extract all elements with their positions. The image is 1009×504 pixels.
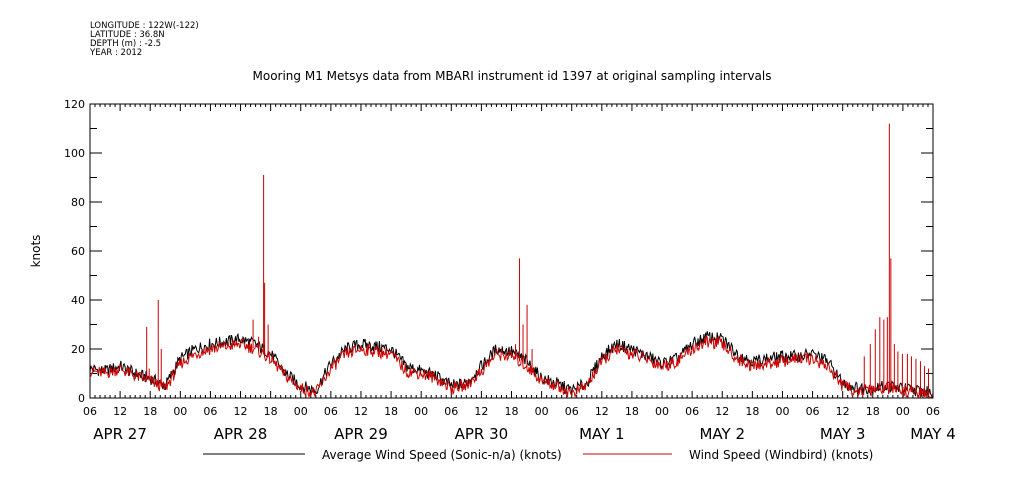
x-day-label: APR 28 <box>214 425 268 443</box>
x-tick-label: 06 <box>444 405 458 418</box>
y-tick-label: 0 <box>78 392 85 405</box>
x-tick-label: 00 <box>655 405 669 418</box>
x-day-label: APR 29 <box>334 425 388 443</box>
x-tick-label: 18 <box>143 405 157 418</box>
x-day-label: MAY 1 <box>579 425 625 443</box>
x-tick-label: 18 <box>505 405 519 418</box>
x-day-label: MAY 3 <box>820 425 866 443</box>
legend: Average Wind Speed (Sonic-n/a) (knots) Wi… <box>203 448 873 462</box>
latitude-label: LATITUDE : 36.8N <box>90 30 165 40</box>
axes-group: 0 20 40 60 80 100 120 06 12 18 00 06 12 18 00 06 12 18 00 0… <box>64 98 956 443</box>
year-label: YEAR : 2012 <box>90 48 143 58</box>
x-tick-label: 06 <box>685 405 699 418</box>
x-day-label: MAY 2 <box>699 425 745 443</box>
x-tick-label: 12 <box>234 405 248 418</box>
legend-label: Wind Speed (Windbird) (knots) <box>689 448 873 462</box>
series-line-average-wind-speed <box>89 331 934 400</box>
x-day-label: MAY 4 <box>910 425 956 443</box>
y-tick-label: 120 <box>64 98 85 111</box>
longitude-label: LONGITUDE : 122W(-122) <box>90 21 199 31</box>
x-tick-label: 18 <box>384 405 398 418</box>
y-tick-label: 60 <box>71 245 85 258</box>
x-tick-label: 00 <box>896 405 910 418</box>
x-tick-label: 00 <box>173 405 187 418</box>
x-tick-label: 00 <box>294 405 308 418</box>
x-tick-label: 18 <box>866 405 880 418</box>
x-tick-label: 12 <box>836 405 850 418</box>
x-tick-label: 06 <box>565 405 579 418</box>
x-tick-label: 06 <box>806 405 820 418</box>
x-tick-label: 18 <box>264 405 278 418</box>
y-tick-label: 20 <box>71 343 85 356</box>
y-tick-label: 80 <box>71 196 85 209</box>
chart-title: Mooring M1 Metsys data from MBARI instru… <box>253 69 772 83</box>
x-tick-label: 06 <box>83 405 97 418</box>
depth-label: DEPTH (m) : -2.5 <box>90 39 162 49</box>
y-tick-label: 40 <box>71 294 85 307</box>
x-tick-label: 12 <box>474 405 488 418</box>
y-tick-label: 100 <box>64 147 85 160</box>
x-tick-label: 12 <box>595 405 609 418</box>
x-tick-label: 12 <box>354 405 368 418</box>
x-tick-label: 12 <box>113 405 127 418</box>
x-day-label: APR 30 <box>455 425 509 443</box>
x-tick-label: 06 <box>324 405 338 418</box>
x-tick-label: 12 <box>715 405 729 418</box>
legend-label: Average Wind Speed (Sonic-n/a) (knots) <box>322 448 562 462</box>
plot-area <box>89 123 934 400</box>
series-line-windbird-wind-speed <box>89 334 934 398</box>
x-tick-label: 00 <box>535 405 549 418</box>
x-tick-label: 00 <box>414 405 428 418</box>
y-axis-label: knots <box>29 235 43 268</box>
x-tick-label: 06 <box>203 405 217 418</box>
x-tick-label: 00 <box>775 405 789 418</box>
x-day-label: APR 27 <box>93 425 147 443</box>
x-tick-label: 06 <box>926 405 940 418</box>
x-tick-label: 18 <box>625 405 639 418</box>
x-tick-label: 18 <box>745 405 759 418</box>
